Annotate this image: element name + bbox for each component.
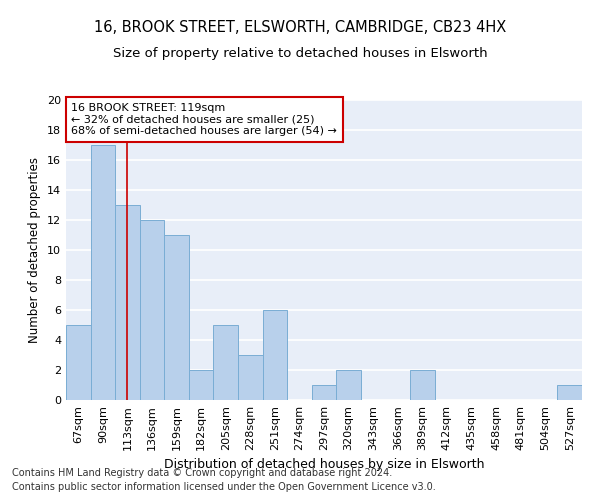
X-axis label: Distribution of detached houses by size in Elsworth: Distribution of detached houses by size …	[164, 458, 484, 471]
Text: Contains HM Land Registry data © Crown copyright and database right 2024.: Contains HM Land Registry data © Crown c…	[12, 468, 392, 477]
Text: 16, BROOK STREET, ELSWORTH, CAMBRIDGE, CB23 4HX: 16, BROOK STREET, ELSWORTH, CAMBRIDGE, C…	[94, 20, 506, 35]
Bar	[312, 385, 336, 400]
Bar	[557, 385, 582, 400]
Bar	[214, 325, 238, 400]
Bar	[115, 205, 140, 400]
Text: 16 BROOK STREET: 119sqm
← 32% of detached houses are smaller (25)
68% of semi-de: 16 BROOK STREET: 119sqm ← 32% of detache…	[71, 103, 337, 136]
Bar	[140, 220, 164, 400]
Bar	[91, 145, 115, 400]
Text: Size of property relative to detached houses in Elsworth: Size of property relative to detached ho…	[113, 48, 487, 60]
Bar	[164, 235, 189, 400]
Bar	[336, 370, 361, 400]
Bar	[263, 310, 287, 400]
Bar	[66, 325, 91, 400]
Bar	[189, 370, 214, 400]
Bar	[410, 370, 434, 400]
Bar	[238, 355, 263, 400]
Y-axis label: Number of detached properties: Number of detached properties	[28, 157, 41, 343]
Text: Contains public sector information licensed under the Open Government Licence v3: Contains public sector information licen…	[12, 482, 436, 492]
